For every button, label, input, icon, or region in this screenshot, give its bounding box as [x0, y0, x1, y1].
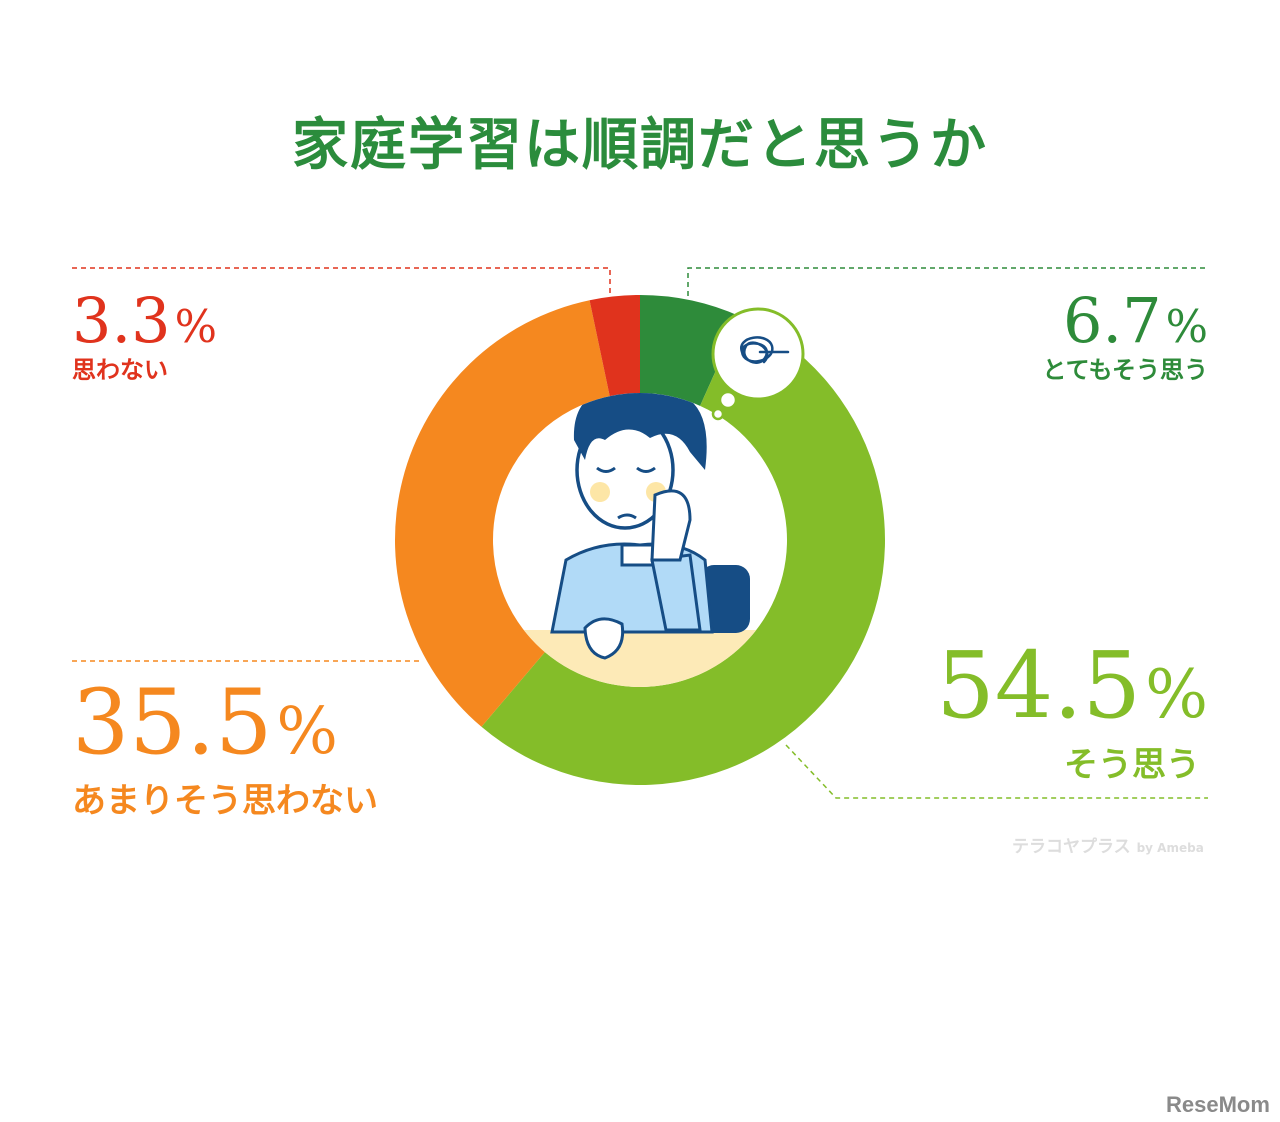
chart-title: 家庭学習は順調だと思うか — [292, 113, 988, 178]
thought-bubble — [711, 307, 805, 421]
value-label-あまりそう思わない: 35.5% — [72, 678, 338, 768]
source-by: by Ameba — [1136, 841, 1204, 855]
leader-line-とてもそう思う — [687, 267, 1208, 296]
percent-unit: % — [276, 694, 338, 769]
category-label-そう思う: そう思う — [1064, 745, 1200, 785]
value-あまりそう思わない: 35.5 — [72, 670, 273, 775]
value-label-とてもそう思う: 6.7% — [900, 290, 1208, 352]
percent-unit: % — [174, 301, 218, 353]
category-label-思わない: 思わない — [72, 356, 168, 384]
value-そう思う: 54.5 — [936, 632, 1142, 739]
scribble-icon — [740, 336, 790, 364]
source-name: テラコヤプラス — [1012, 837, 1131, 857]
value-とてもそう思う: 6.7 — [1062, 284, 1162, 357]
slice-そう思う — [481, 316, 886, 785]
value-思わない: 3.3 — [72, 284, 171, 357]
category-label-とてもそう思う: とてもそう思う — [1042, 356, 1208, 384]
site-logo: ReseMom — [1166, 1092, 1270, 1117]
source-watermark: テラコヤプラス by Ameba — [1012, 832, 1204, 857]
leader-line-そう思う — [785, 744, 1208, 799]
percent-unit: % — [1165, 301, 1208, 353]
category-label-あまりそう思わない: あまりそう思わない — [72, 781, 378, 821]
value-label-思わない: 3.3% — [72, 290, 217, 352]
value-label-そう思う: 54.5% — [850, 640, 1208, 732]
slice-思わない — [589, 295, 640, 397]
percent-unit: % — [1145, 656, 1208, 733]
slice-あまりそう思わない — [395, 300, 610, 727]
slice-とてもそう思う — [640, 295, 741, 406]
